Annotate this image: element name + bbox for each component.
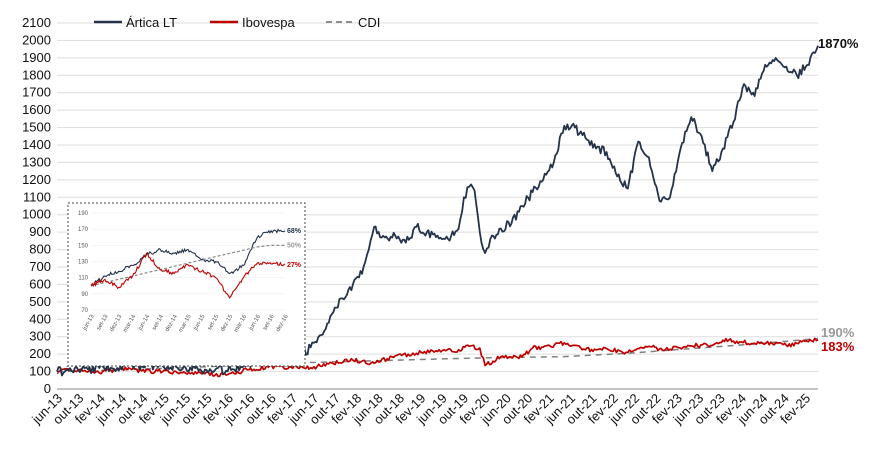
y-tick-label: 2000 xyxy=(22,32,51,47)
inset-y-tick-label: 130 xyxy=(78,260,89,266)
y-tick-label: 1400 xyxy=(22,137,51,152)
y-tick-label: 1300 xyxy=(22,154,51,169)
inset-y-tick-label: 150 xyxy=(78,243,89,249)
y-tick-label: 0 xyxy=(44,381,51,396)
inset-y-tick-label: 70 xyxy=(81,308,88,314)
y-tick-label: 1200 xyxy=(22,172,51,187)
end-label-cdi: 190% xyxy=(821,325,855,340)
y-tick-label: 300 xyxy=(29,329,51,344)
series-group xyxy=(56,45,819,378)
inset-series-line xyxy=(90,228,286,287)
y-tick-label: 1500 xyxy=(22,120,51,135)
y-tick-label: 1600 xyxy=(22,102,51,117)
inset-y-tick-label: 190 xyxy=(78,211,89,217)
end-label-ibovespa: 183% xyxy=(821,339,855,354)
y-tick-label: 700 xyxy=(29,259,51,274)
y-tick-label: 600 xyxy=(29,276,51,291)
y-tick-label: 1100 xyxy=(23,189,51,204)
y-tick-label: 800 xyxy=(29,242,51,257)
inset-end-label: 27% xyxy=(287,262,302,269)
legend-item-cdi: CDI xyxy=(326,15,380,30)
y-tick-label: 400 xyxy=(29,311,51,326)
legend: Ártica LT Ibovespa CDI xyxy=(94,15,380,30)
y-tick-label: 500 xyxy=(29,294,51,309)
inset-series-line xyxy=(90,252,286,299)
legend-label-ibovespa: Ibovespa xyxy=(242,15,296,30)
inset-y-tick-label: 170 xyxy=(78,227,89,233)
series-line-ibovespa xyxy=(56,337,819,378)
inset-y-tick-label: 90 xyxy=(81,292,88,298)
y-tick-label: 200 xyxy=(29,346,51,361)
y-tick-label: 100 xyxy=(29,364,51,379)
inset-y-tick-label: 110 xyxy=(78,276,88,282)
end-label-artica: 1870% xyxy=(818,36,859,51)
y-tick-label: 1900 xyxy=(22,50,51,65)
y-axis: 0 100 200 300 400 500 600 700 800 900 1000 1100 1200… xyxy=(22,15,51,396)
legend-item-ibovespa: Ibovespa xyxy=(210,15,296,30)
inset-end-label: 68% xyxy=(287,228,302,235)
y-tick-label: 2100 xyxy=(22,15,51,30)
series-line-rtica-lt xyxy=(56,45,819,377)
inset-series-line xyxy=(90,244,285,287)
y-tick-label: 900 xyxy=(29,224,51,239)
inset-frame xyxy=(67,202,306,367)
legend-item-artica: Ártica LT xyxy=(94,15,177,30)
legend-label-artica: Ártica LT xyxy=(126,15,177,30)
x-axis: jun-13out-13fev-14jun-14out-14fev-15jun-… xyxy=(28,391,813,428)
inset-end-label: 50% xyxy=(287,242,302,249)
y-tick-label: 1700 xyxy=(22,85,51,100)
legend-label-cdi: CDI xyxy=(358,15,380,30)
y-tick-label: 1000 xyxy=(22,207,51,222)
y-tick-label: 1800 xyxy=(22,67,51,82)
